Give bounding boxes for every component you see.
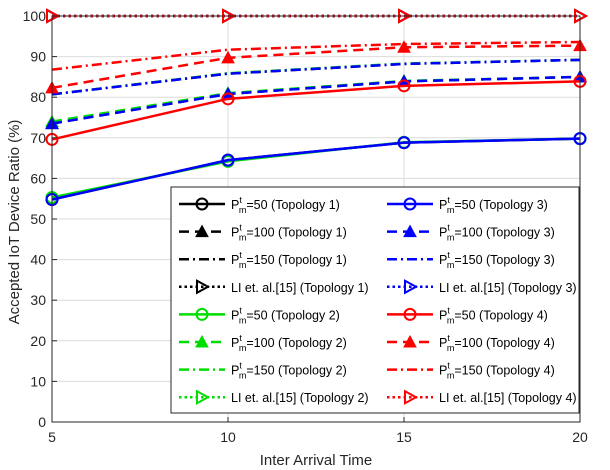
legend-marker — [403, 224, 417, 238]
x-axis-title: Inter Arrival Time — [260, 452, 373, 469]
data-point — [397, 79, 411, 93]
legend-entry: Pt m=100 (Topology 2) — [179, 333, 347, 353]
legend: Pt m=50 (Topology 1) Pt m=50 (Topology 3) Pt… — [170, 186, 580, 414]
legend-marker — [196, 279, 211, 295]
legend-label: Pt m=100 (Topology 3) — [439, 223, 555, 243]
y-tick-label: 0 — [38, 414, 46, 430]
series-15 — [51, 40, 581, 71]
series-line — [51, 75, 581, 125]
tick-labels: 0 10 20 30 40 50 60 70 80 90 100 5 10 15 20 — [23, 8, 588, 445]
data-point — [221, 92, 235, 106]
legend-entry: Pt m=150 (Topology 4) — [387, 361, 555, 381]
data-point — [221, 50, 235, 64]
legend-entry: Pt m=50 (Topology 4) — [387, 305, 548, 325]
y-tick-label: 70 — [30, 130, 46, 146]
legend-entry: Pt m=100 (Topology 3) — [387, 223, 555, 243]
series-10 — [45, 69, 587, 130]
x-tick-label: 15 — [396, 429, 412, 445]
legend-label: Pt m=50 (Topology 2) — [231, 305, 340, 325]
legend-label: LI et. al.[15] (Topology 4) — [439, 391, 577, 405]
series-line — [51, 44, 581, 90]
series-13 — [45, 74, 587, 146]
legend-label: Pt m=100 (Topology 1) — [231, 223, 347, 243]
legend-entry: Pt m=150 (Topology 3) — [387, 250, 555, 270]
series-line — [51, 58, 581, 96]
series-3 — [51, 58, 581, 96]
legend-label: Pt m=150 (Topology 3) — [439, 250, 555, 270]
legend-label: Pt m=50 (Topology 4) — [439, 305, 548, 325]
legend-entry: LI et. al.[15] (Topology 1) — [179, 279, 369, 295]
legend-label: Pt m=50 (Topology 1) — [231, 195, 340, 215]
y-tick-label: 80 — [30, 89, 46, 105]
legend-label: LI et. al.[15] (Topology 2) — [231, 391, 369, 405]
legend-entry: LI et. al.[15] (Topology 2) — [179, 389, 369, 405]
legend-entry: Pt m=150 (Topology 1) — [179, 250, 347, 270]
data-point — [221, 153, 235, 167]
x-tick-label: 5 — [48, 429, 56, 445]
legend-entry: LI et. al.[15] (Topology 3) — [387, 279, 577, 295]
y-tick-label: 90 — [30, 49, 46, 65]
series-line — [51, 80, 581, 141]
y-tick-label: 30 — [30, 292, 46, 308]
series-line — [51, 40, 581, 71]
series-layer — [45, 8, 589, 207]
legend-marker — [195, 224, 209, 238]
y-tick-label: 60 — [30, 170, 46, 186]
axes — [51, 15, 581, 423]
legend-label: Pt m=150 (Topology 2) — [231, 361, 347, 381]
legend-marker — [195, 197, 209, 211]
series-line — [51, 137, 581, 201]
legend-box — [170, 186, 580, 414]
legend-entry: Pt m=50 (Topology 2) — [179, 305, 340, 325]
legend-marker — [404, 279, 419, 295]
legend-label: Pt m=50 (Topology 3) — [439, 195, 548, 215]
y-axis-title: Accepted IoT Device Ratio (%) — [6, 120, 23, 325]
series-line — [51, 58, 581, 96]
legend-label: Pt m=150 (Topology 4) — [439, 361, 555, 381]
series-line — [51, 58, 581, 96]
legend-label: LI et. al.[15] (Topology 1) — [231, 281, 369, 295]
legend-label: Pt m=100 (Topology 2) — [231, 333, 347, 353]
series-7 — [51, 58, 581, 96]
y-tick-label: 20 — [30, 333, 46, 349]
series-11 — [51, 58, 581, 96]
legend-entry: Pt m=50 (Topology 1) — [179, 195, 340, 215]
legend-marker — [195, 334, 209, 348]
x-tick-label: 10 — [220, 429, 236, 445]
x-tick-label: 20 — [572, 429, 588, 445]
legend-entry: Pt m=50 (Topology 3) — [387, 195, 548, 215]
y-tick-label: 100 — [23, 8, 47, 24]
legend-entry: Pt m=100 (Topology 1) — [179, 223, 347, 243]
y-tick-label: 40 — [30, 252, 46, 268]
legend-marker — [403, 197, 417, 211]
data-point — [397, 40, 411, 53]
legend-marker — [403, 334, 417, 348]
legend-label: Pt m=100 (Topology 4) — [439, 333, 555, 353]
series-line — [51, 75, 581, 123]
legend-marker — [195, 307, 209, 321]
y-tick-label: 10 — [30, 373, 46, 389]
y-tick-label: 50 — [30, 211, 46, 227]
legend-label: Pt m=150 (Topology 1) — [231, 250, 347, 270]
legend-marker — [403, 307, 417, 321]
legend-entry: Pt m=150 (Topology 2) — [179, 361, 347, 381]
legend-entry: LI et. al.[15] (Topology 4) — [387, 389, 577, 405]
data-point — [397, 136, 411, 150]
legend-entry: Pt m=100 (Topology 4) — [387, 333, 555, 353]
legend-marker — [196, 389, 211, 405]
legend-marker — [404, 389, 419, 405]
legend-label: LI et. al.[15] (Topology 3) — [439, 281, 577, 295]
